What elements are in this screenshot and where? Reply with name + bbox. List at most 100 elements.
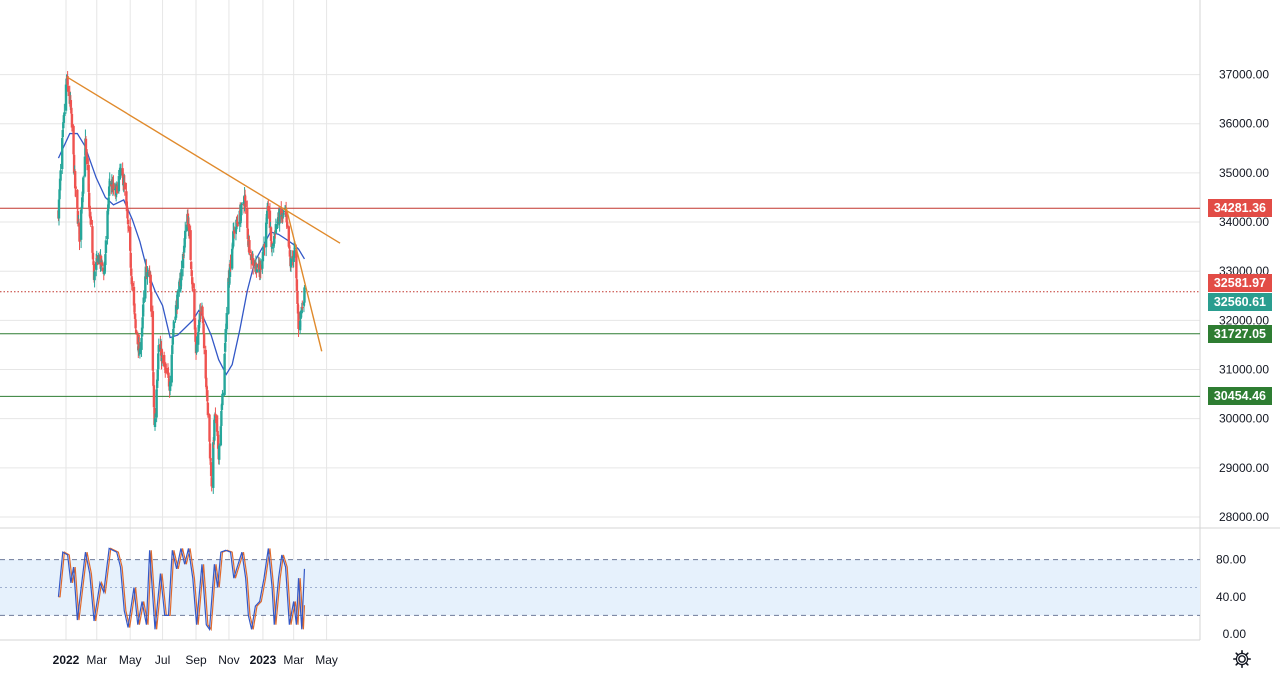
candle-body bbox=[121, 175, 125, 186]
candle-body bbox=[285, 213, 288, 223]
candle-body bbox=[155, 379, 159, 388]
candle-body bbox=[159, 343, 162, 351]
date-tick-label: 2022 bbox=[53, 653, 80, 667]
candle-body bbox=[146, 272, 149, 277]
candle-body bbox=[156, 369, 159, 381]
oscillator-axis[interactable]: 0.00 40.00 80.00 bbox=[1216, 553, 1246, 641]
candle-body bbox=[246, 208, 249, 228]
candle-body bbox=[126, 219, 130, 225]
candle-body bbox=[142, 297, 145, 304]
candle-body bbox=[288, 246, 291, 249]
candle-body bbox=[255, 263, 258, 274]
price-tick-label: 29000.00 bbox=[1219, 461, 1269, 475]
candle-body bbox=[87, 164, 90, 193]
trendlines[interactable] bbox=[66, 76, 341, 352]
candle-body bbox=[209, 462, 213, 477]
candle-body bbox=[82, 177, 85, 194]
candle-body bbox=[165, 368, 168, 373]
candle-body bbox=[133, 303, 136, 312]
candle-body bbox=[181, 254, 185, 269]
candle-body bbox=[69, 100, 73, 108]
candle-body bbox=[157, 345, 160, 352]
candle-body bbox=[213, 414, 217, 421]
candle-body bbox=[59, 170, 62, 181]
candle-body bbox=[179, 278, 183, 287]
candle-body bbox=[57, 199, 61, 219]
gear-icon[interactable] bbox=[1232, 649, 1252, 669]
candle-body bbox=[153, 407, 156, 426]
candle-body bbox=[293, 250, 296, 258]
candle-body bbox=[280, 208, 283, 215]
stochastic-band bbox=[0, 559, 1200, 616]
candle-body bbox=[123, 182, 127, 190]
candle-body bbox=[205, 386, 209, 390]
candle-body bbox=[91, 252, 95, 260]
candle-body bbox=[155, 389, 158, 418]
candle-body bbox=[233, 230, 236, 234]
candle-body bbox=[161, 356, 164, 358]
candle-body bbox=[239, 213, 242, 221]
candle-body bbox=[61, 130, 64, 138]
candle-body bbox=[216, 431, 219, 436]
candle-body bbox=[130, 268, 133, 276]
candle-body bbox=[236, 224, 240, 226]
candle-body bbox=[107, 197, 110, 209]
candle-body bbox=[216, 434, 220, 449]
candle-body bbox=[234, 227, 238, 232]
candle-body bbox=[66, 85, 70, 92]
horizontal-levels[interactable] bbox=[0, 207, 1200, 397]
candle-body bbox=[272, 242, 275, 247]
candle-body bbox=[264, 222, 268, 248]
candle-body bbox=[70, 107, 73, 114]
candle-body bbox=[259, 264, 262, 270]
candle-body bbox=[147, 270, 151, 272]
candle-body bbox=[235, 221, 239, 223]
candle-body bbox=[266, 210, 269, 219]
candle-body bbox=[287, 226, 291, 247]
candle-body bbox=[168, 381, 172, 391]
candle-body bbox=[103, 263, 107, 272]
moving-average bbox=[57, 132, 306, 376]
price-tick-label: 36000.00 bbox=[1219, 117, 1269, 131]
candle-body bbox=[64, 84, 68, 111]
candle-body bbox=[172, 328, 175, 336]
candle-body bbox=[131, 282, 134, 287]
candle-body bbox=[296, 292, 299, 305]
candle-body bbox=[202, 323, 205, 334]
price-axis[interactable]: 28000.00 29000.00 30000.00 31000.00 32000.00… bbox=[1219, 68, 1269, 524]
oscillator-tick-label: 0.00 bbox=[1223, 627, 1247, 641]
candle-body bbox=[138, 348, 142, 355]
candle-body bbox=[133, 313, 137, 319]
candle-body bbox=[100, 262, 104, 266]
price-level-badge: 32581.97 bbox=[1207, 273, 1272, 292]
candle-body bbox=[242, 204, 246, 206]
candle-body bbox=[212, 440, 216, 442]
candle-body bbox=[225, 313, 228, 330]
candle-body bbox=[269, 226, 272, 228]
candle-body bbox=[174, 305, 178, 318]
candle-body bbox=[119, 169, 123, 171]
candle-body bbox=[213, 419, 216, 441]
candle-body bbox=[220, 411, 223, 426]
candle-body bbox=[132, 286, 136, 306]
time-axis[interactable]: 2022 Mar May Jul Sep Nov 2023 Mar May bbox=[53, 653, 338, 667]
candle-body bbox=[79, 209, 83, 240]
candle-body bbox=[58, 189, 61, 200]
candle-body bbox=[206, 390, 209, 402]
candle-body bbox=[269, 227, 273, 241]
candle-body bbox=[182, 254, 185, 256]
candle-body bbox=[140, 327, 144, 337]
candle-body bbox=[250, 253, 254, 263]
candle-body bbox=[191, 282, 194, 289]
oscillator-tick-label: 80.00 bbox=[1216, 553, 1246, 567]
candle-body bbox=[62, 122, 65, 129]
candle-body bbox=[218, 445, 221, 460]
candle-body bbox=[196, 332, 200, 345]
candle-body bbox=[183, 238, 186, 248]
candle-body bbox=[157, 353, 160, 370]
candle-body bbox=[299, 311, 302, 319]
candle-body bbox=[297, 312, 300, 329]
candle-body bbox=[267, 206, 270, 211]
candle-body bbox=[193, 288, 196, 320]
